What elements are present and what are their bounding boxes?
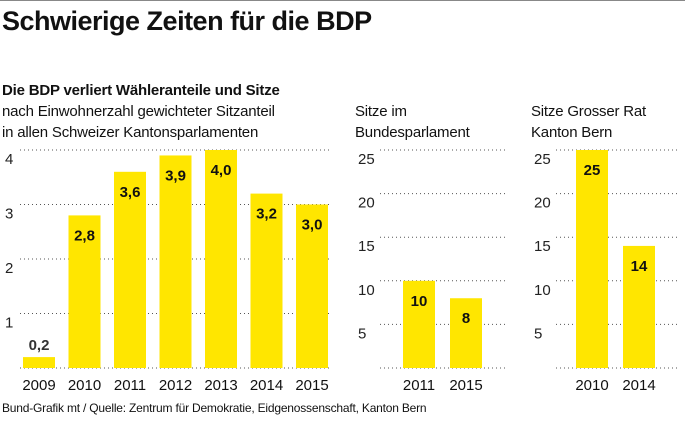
data-label: 25 <box>584 162 601 179</box>
y-tick-label: 2 <box>5 260 13 277</box>
data-label: 8 <box>462 310 470 327</box>
data-label: 3,6 <box>120 184 141 201</box>
chart3-description: Sitze Grosser Rat Kanton Bern <box>531 101 646 143</box>
x-tick-label: 2009 <box>22 377 55 394</box>
y-tick-label: 5 <box>358 325 366 342</box>
y-tick-label: 15 <box>534 238 551 255</box>
bar <box>450 298 482 368</box>
chart2-description-line: Sitze im <box>355 103 407 120</box>
x-tick-label: 2013 <box>204 377 237 394</box>
chart1-description: nach Einwohnerzahl gewichteter Sitzantei… <box>2 101 275 143</box>
chart3-description-line: Sitze Grosser Rat <box>531 103 646 120</box>
y-tick-label: 25 <box>358 151 375 168</box>
bar <box>623 245 655 368</box>
y-tick-label: 5 <box>534 325 542 342</box>
data-label: 3,0 <box>302 217 323 234</box>
top-rule <box>0 0 685 1</box>
bar <box>250 193 283 368</box>
y-tick-label: 10 <box>534 282 551 299</box>
source-note: Bund-Grafik mt / Quelle: Zentrum für Dem… <box>2 401 427 415</box>
chart-subtitle: Die BDP verliert Wähleranteile und Sitze <box>2 82 280 99</box>
data-label: 4,0 <box>211 162 232 179</box>
data-label: 14 <box>631 258 648 275</box>
y-tick-label: 10 <box>358 282 375 299</box>
data-label: 3,2 <box>256 206 277 223</box>
chart1-description-line: in allen Schweizer Kantonsparlamenten <box>2 124 259 141</box>
data-label: 3,9 <box>165 167 186 184</box>
bar <box>205 150 237 368</box>
chart2-description: Sitze im Bundesparlament <box>355 101 470 143</box>
bar <box>296 204 328 368</box>
bar <box>68 215 101 368</box>
bar <box>159 155 192 368</box>
chart1-description-line: nach Einwohnerzahl gewichteter Sitzantei… <box>2 103 275 120</box>
x-tick-label: 2014 <box>622 377 655 394</box>
y-tick-label: 20 <box>358 195 375 212</box>
bar <box>23 357 55 368</box>
bar <box>114 171 146 368</box>
data-label: 2,8 <box>74 227 95 244</box>
chart2-description-line: Bundesparlament <box>355 124 470 141</box>
y-tick-label: 15 <box>358 238 375 255</box>
bar <box>576 150 608 368</box>
x-tick-label: 2011 <box>403 377 435 394</box>
data-label: 10 <box>411 293 428 310</box>
chart3-description-line: Kanton Bern <box>531 124 613 141</box>
y-tick-label: 20 <box>534 195 551 212</box>
x-tick-label: 2014 <box>250 377 283 394</box>
page-title: Schwierige Zeiten für die BDP <box>2 6 372 36</box>
x-tick-label: 2012 <box>159 377 192 394</box>
y-tick-label: 25 <box>534 151 551 168</box>
x-tick-label: 2010 <box>68 377 101 394</box>
x-tick-label: 2010 <box>575 377 608 394</box>
x-tick-label: 2015 <box>449 377 482 394</box>
y-tick-label: 3 <box>5 206 13 223</box>
bar <box>403 280 435 368</box>
y-tick-label: 1 <box>5 315 13 332</box>
x-tick-label: 2015 <box>295 377 328 394</box>
data-label: 0,2 <box>29 337 50 354</box>
y-tick-label: 4 <box>5 151 13 168</box>
x-tick-label: 2011 <box>114 377 146 394</box>
